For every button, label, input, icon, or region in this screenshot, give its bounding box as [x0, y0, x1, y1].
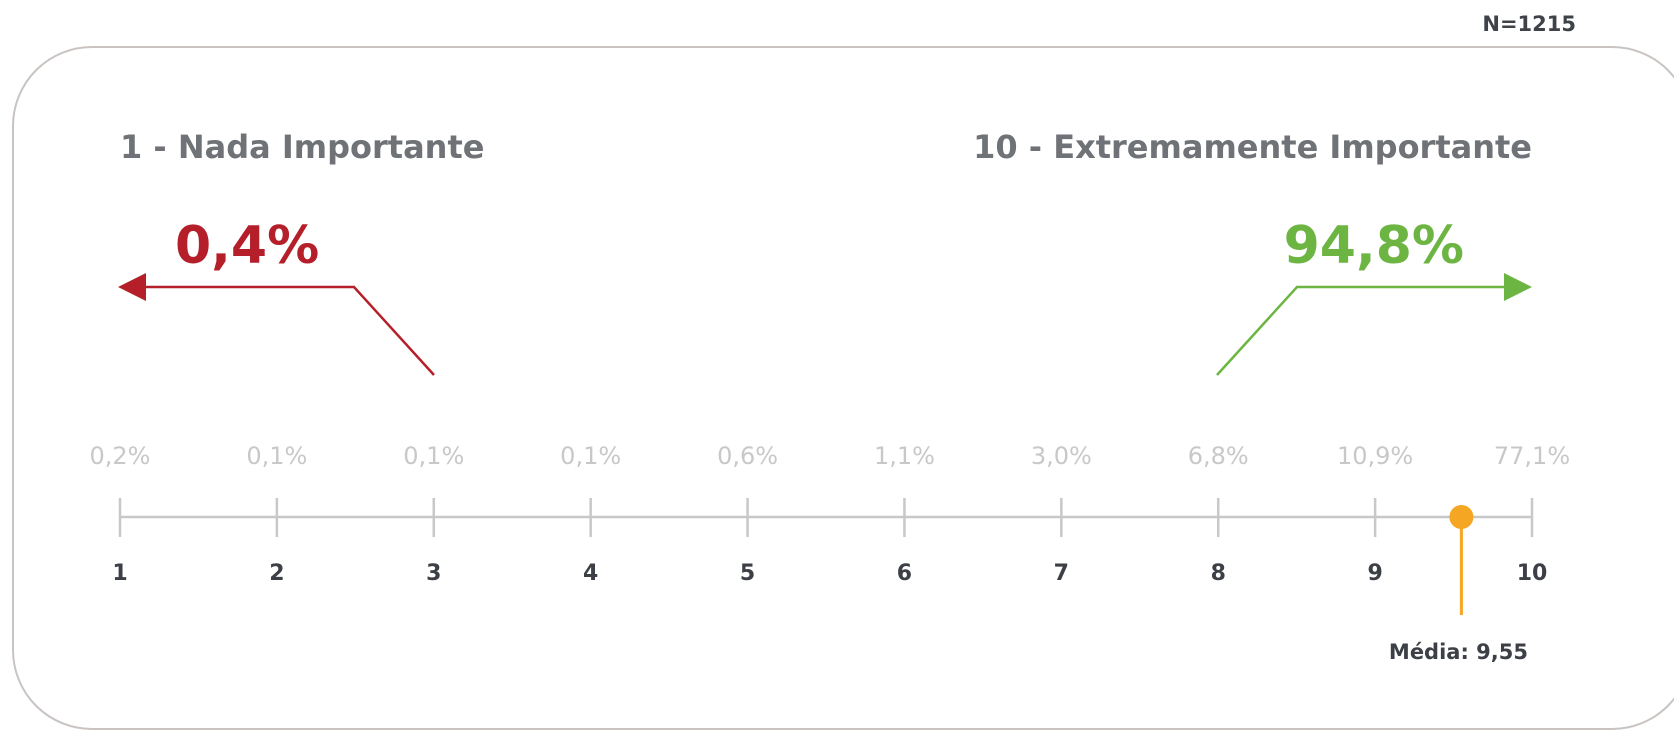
percentage-label-2: 0,1% — [246, 442, 307, 470]
percentage-label-8: 6,8% — [1188, 442, 1249, 470]
axis-tick-label-6: 6 — [897, 561, 912, 586]
left-heading: 1 - Nada Importante — [120, 128, 484, 166]
right-arrow-line — [1216, 285, 1510, 376]
left-arrow-head — [118, 273, 146, 301]
axis-ticks — [118, 498, 1534, 537]
axis-tick-label-7: 7 — [1054, 561, 1069, 586]
axis-tick-labels: 1 2 3 4 5 6 7 8 9 10 — [112, 561, 1547, 586]
percentage-label-7: 3,0% — [1031, 442, 1092, 470]
percentage-label-4: 0,1% — [560, 442, 621, 470]
mean-marker — [1449, 505, 1474, 529]
axis-tick-label-9: 9 — [1367, 561, 1382, 586]
percentage-label-3: 0,1% — [403, 442, 464, 470]
left-arrow-line — [140, 285, 435, 376]
percentage-labels: 0,2% 0,1% 0,1% 0,1% 0,6% 1,1% 3,0% 6,8% 10,9% 77,… — [90, 442, 1571, 470]
percentage-label-10: 77,1% — [1494, 442, 1570, 470]
percentage-label-5: 0,6% — [717, 442, 778, 470]
axis-tick-label-10: 10 — [1517, 561, 1548, 586]
right-heading: 10 - Extremamente Importante — [973, 128, 1532, 166]
axis-tick-label-1: 1 — [112, 561, 127, 586]
percentage-label-1: 0,2% — [90, 442, 151, 470]
right-summary: 94,8% — [1284, 216, 1464, 276]
left-summary: 0,4% — [175, 216, 319, 276]
axis-tick-label-5: 5 — [740, 561, 755, 586]
mean-label: Média: 9,55 — [1389, 640, 1528, 664]
axis-tick-label-3: 3 — [426, 561, 441, 586]
chart-panel — [12, 46, 1674, 730]
axis-tick-label-4: 4 — [583, 561, 598, 586]
axis-tick-label-2: 2 — [269, 561, 284, 586]
percentage-label-9: 10,9% — [1337, 442, 1413, 470]
right-arrow-head — [1504, 273, 1532, 301]
sample-size: N=1215 — [1482, 12, 1576, 36]
percentage-label-6: 1,1% — [874, 442, 935, 470]
axis-tick-label-8: 8 — [1211, 561, 1226, 586]
